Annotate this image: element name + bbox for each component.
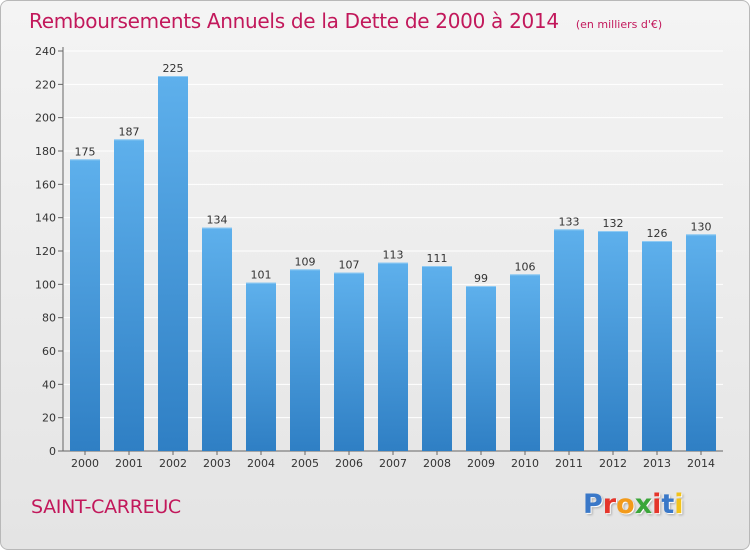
y-tick-label: 180 [35, 145, 56, 158]
logo-letter: o [616, 489, 635, 520]
x-tick-label-2012: 2012 [599, 457, 627, 470]
data-label-2001: 187 [119, 125, 140, 138]
y-tick-label: 140 [35, 212, 56, 225]
logo-letter: P [583, 489, 603, 520]
y-tick-label: 120 [35, 245, 56, 258]
logo-letter: i [674, 489, 684, 520]
x-tick-label-2000: 2000 [71, 457, 99, 470]
logo-letter: t [661, 489, 675, 520]
data-label-2014: 130 [691, 220, 712, 233]
commune-name: SAINT-CARREUC [31, 496, 181, 518]
y-tick-label: 160 [35, 178, 56, 191]
data-label-2008: 111 [427, 252, 448, 265]
bar-2004 [246, 282, 276, 451]
bar-2012 [598, 231, 628, 451]
bar-2011 [554, 229, 584, 451]
data-label-2006: 107 [339, 259, 360, 272]
y-tick-label: 100 [35, 278, 56, 291]
x-tick-label-2001: 2001 [115, 457, 143, 470]
data-label-2013: 126 [647, 227, 668, 240]
y-tick-label: 240 [35, 45, 56, 58]
x-tick-label-2004: 2004 [247, 457, 275, 470]
bar-2001 [114, 139, 144, 452]
x-tick-label-2011: 2011 [555, 457, 583, 470]
x-tick-label-2003: 2003 [203, 457, 231, 470]
bar-2003 [202, 227, 232, 451]
y-tick-label: 200 [35, 112, 56, 125]
logo-letter: r [602, 489, 617, 520]
data-label-2000: 175 [75, 145, 96, 158]
data-label-2002: 225 [163, 62, 184, 75]
data-label-2005: 109 [295, 255, 316, 268]
data-label-2011: 133 [559, 215, 580, 228]
bar-2006 [334, 272, 364, 451]
bar-2002 [158, 76, 188, 451]
data-label-2004: 101 [251, 269, 272, 282]
y-tick-label: 0 [49, 445, 56, 458]
x-tick-label-2005: 2005 [291, 457, 319, 470]
chart-title: Remboursements Annuels de la Dette de 20… [29, 9, 559, 33]
x-tick-label-2006: 2006 [335, 457, 363, 470]
y-tick-label: 40 [42, 378, 56, 391]
bar-2009 [466, 286, 496, 451]
data-label-2009: 99 [474, 272, 488, 285]
x-tick-label-2002: 2002 [159, 457, 187, 470]
y-tick-label: 60 [42, 345, 56, 358]
bar-2005 [290, 269, 320, 451]
x-tick-label-2010: 2010 [511, 457, 539, 470]
bar-2007 [378, 262, 408, 451]
x-tick-label-2014: 2014 [687, 457, 715, 470]
x-tick-label-2013: 2013 [643, 457, 671, 470]
data-label-2007: 113 [383, 249, 404, 262]
x-tick-label-2009: 2009 [467, 457, 495, 470]
data-label-2010: 106 [515, 260, 536, 273]
bar-2000 [70, 159, 100, 452]
logo-letter: i [652, 489, 662, 520]
bar-2013 [642, 241, 672, 451]
y-tick-label: 220 [35, 78, 56, 91]
bar-2014 [686, 234, 716, 451]
logo-letter: x [634, 489, 653, 520]
x-tick-label-2008: 2008 [423, 457, 451, 470]
data-label-2003: 134 [207, 214, 228, 227]
x-tick-label-2007: 2007 [379, 457, 407, 470]
proxiti-logo: Proxiti [583, 489, 684, 520]
bar-2010 [510, 274, 540, 451]
chart-unit: (en milliers d'€) [575, 18, 663, 31]
title-row: Remboursements Annuels de la Dette de 20… [29, 9, 662, 33]
bar-2008 [422, 266, 452, 451]
data-label-2012: 132 [603, 217, 624, 230]
y-tick-label: 20 [42, 412, 56, 425]
y-tick-label: 80 [42, 312, 56, 325]
